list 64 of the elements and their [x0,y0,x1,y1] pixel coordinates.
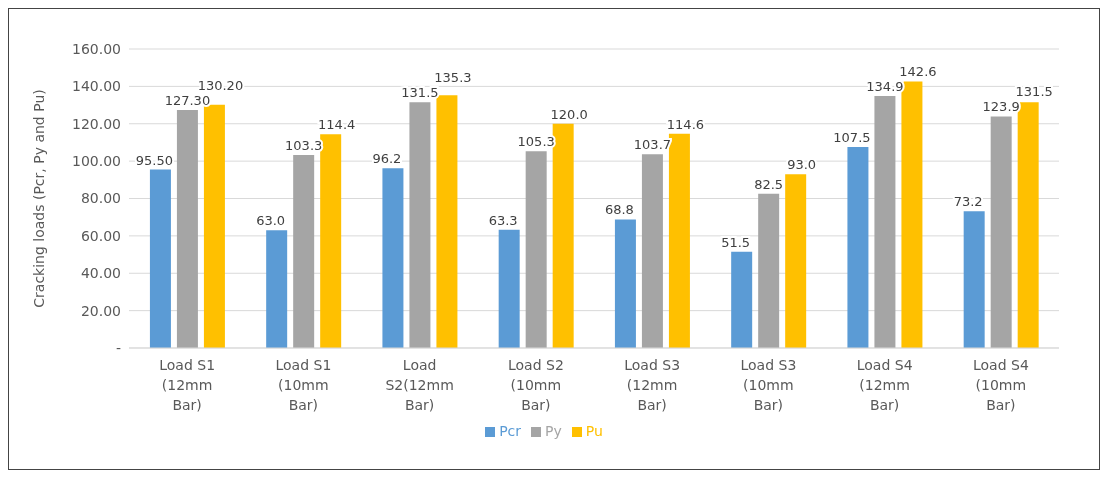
y-tick-label: 140.00 [72,78,121,95]
x-tick-label: Load S1 (12mm Bar) [159,357,216,413]
bar [409,102,431,348]
x-tick-label: Load S4 (10mm Bar) [972,357,1029,413]
bar [963,211,985,348]
bar [641,154,663,348]
y-tick-label: 60.00 [80,227,121,244]
x-tick-label: Load S3 (10mm Bar) [740,357,797,413]
y-tick-label: 120.00 [72,115,121,132]
bar [382,168,404,348]
data-label: 142.6 [899,63,937,79]
bar [614,219,636,348]
bar [266,230,288,348]
x-tick-label: Load S3 (12mm Bar) [624,357,681,413]
y-tick-label: - [115,339,121,356]
x-tick-label: Load S1 (10mm Bar) [275,357,332,413]
data-label: 93.0 [787,157,817,173]
data-label: 114.4 [318,117,356,133]
bar [436,95,458,348]
bar [758,193,780,348]
bar [149,169,171,348]
bar [731,251,753,348]
y-tick-label: 80.00 [80,190,121,207]
y-axis-title: Cracking loads (Pcr, Py and Pu) [30,89,47,308]
data-label: 131.5 [1015,84,1053,100]
data-label: 63.3 [488,212,518,228]
legend-label: Pcr [499,423,522,439]
data-label: 130.20 [197,78,244,94]
data-label: 63.0 [256,213,286,229]
bar [525,151,547,348]
y-tick-label: 40.00 [80,265,121,282]
bar [901,81,923,348]
data-label: 127.30 [164,93,211,109]
bar [785,174,807,348]
x-tick-label: Load S4 (12mm Bar) [856,357,913,413]
data-label: 107.5 [833,130,871,146]
data-label: 68.8 [604,202,634,218]
bar [668,133,690,348]
bar [320,134,342,348]
data-label: 96.2 [372,151,402,167]
legend-label: Py [545,423,562,439]
data-label: 73.2 [953,194,983,210]
bar [1017,102,1039,348]
bar [874,95,896,348]
data-label: 51.5 [721,234,751,250]
x-tick-label: Load S2(12mm Bar) [385,357,454,413]
bar [203,104,225,348]
bar [847,147,869,348]
bar [176,110,198,348]
data-label: 114.6 [666,116,705,132]
bar [498,229,520,348]
data-label: 131.5 [401,85,439,101]
legend-label: Pu [585,423,603,439]
y-tick-label: 20.00 [80,302,121,319]
data-label: 95.50 [135,152,174,168]
y-tick-label: 160.00 [72,40,121,57]
y-tick-label: 100.00 [72,153,121,170]
data-label: 135.3 [434,70,472,86]
data-label: 120.0 [550,106,588,122]
bar [293,154,315,348]
bar [552,123,574,348]
data-label: 82.5 [754,176,784,192]
bar [990,116,1012,348]
x-tick-label: Load S2 (10mm Bar) [507,357,564,413]
